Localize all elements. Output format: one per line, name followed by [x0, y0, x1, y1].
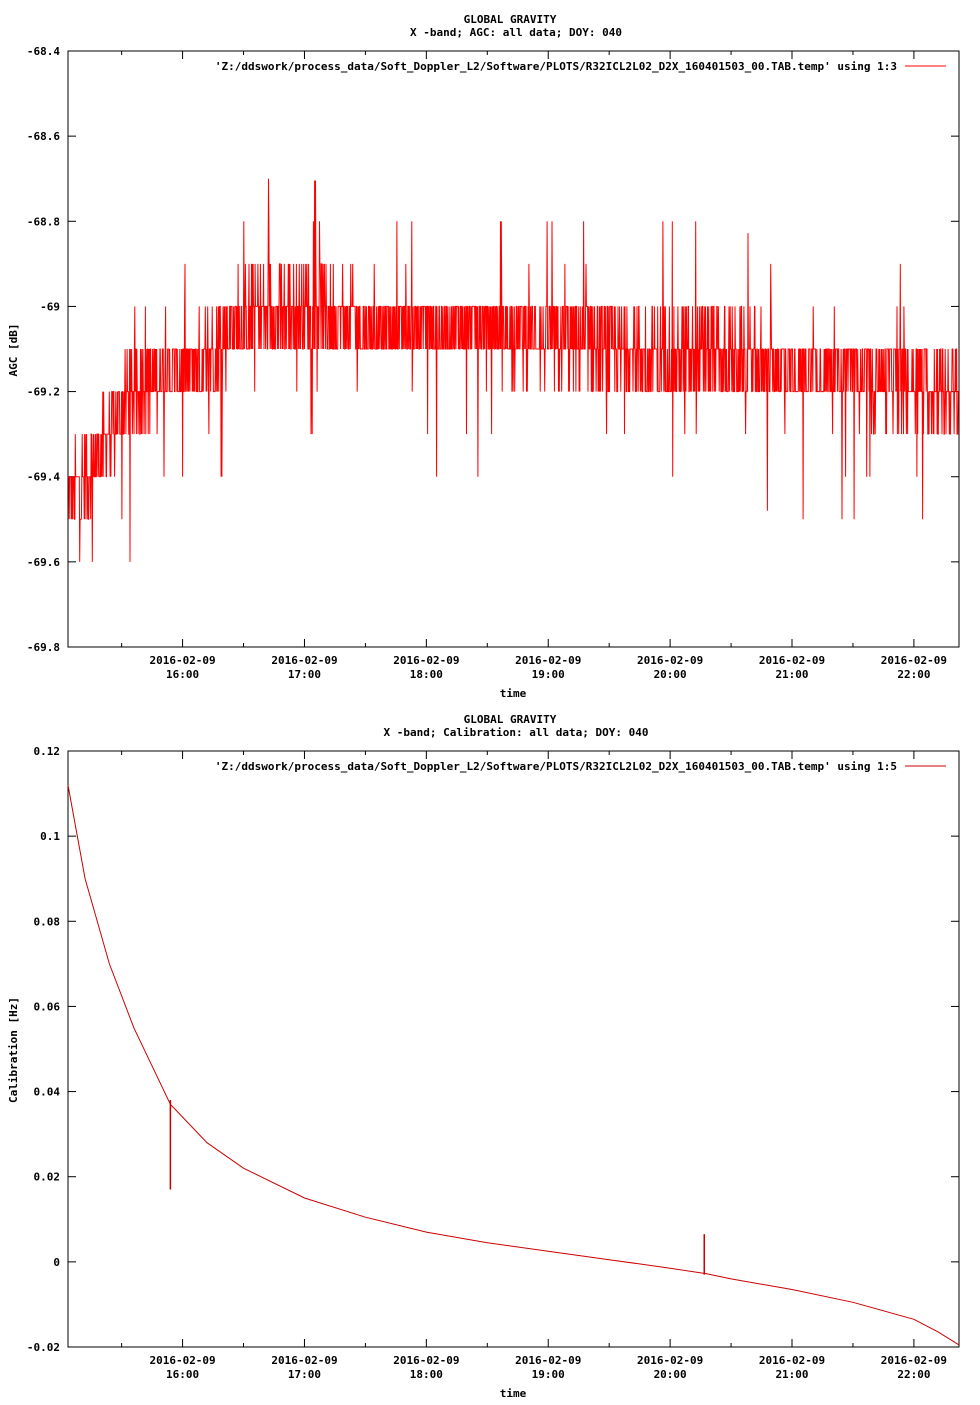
chart-subtitle: X -band; Calibration: all data; DOY: 040 [384, 726, 649, 739]
x-tick-label-time: 19:00 [532, 668, 565, 681]
y-axis-label: Calibration [Hz] [7, 997, 20, 1103]
calibration-trace [67, 785, 960, 1346]
x-tick-label-date: 2016-02-09 [271, 654, 337, 667]
x-tick-label-date: 2016-02-09 [759, 654, 825, 667]
x-tick-label-date: 2016-02-09 [393, 654, 459, 667]
x-tick-label-date: 2016-02-09 [637, 1354, 703, 1367]
x-tick-label-date: 2016-02-09 [515, 654, 581, 667]
plot-frame [67, 750, 960, 1348]
y-tick-label: -69.8 [27, 641, 60, 654]
x-tick-label-time: 20:00 [654, 1368, 687, 1381]
legend-label: 'Z:/ddswork/process_data/Soft_Doppler_L2… [215, 60, 897, 73]
x-tick-label-time: 18:00 [410, 668, 443, 681]
agc-trace [68, 178, 959, 562]
y-tick-label: -69 [40, 300, 60, 313]
x-tick-label-time: 22:00 [897, 668, 930, 681]
x-tick-label-date: 2016-02-09 [149, 1354, 215, 1367]
y-tick-label: 0 [53, 1256, 60, 1269]
y-tick-label: 0.1 [40, 830, 60, 843]
x-tick-label-time: 22:00 [897, 1368, 930, 1381]
y-tick-label: -68.4 [27, 45, 60, 58]
x-tick-label-date: 2016-02-09 [393, 1354, 459, 1367]
y-tick-label: -69.6 [27, 556, 60, 569]
agc-chart-svg: GLOBAL GRAVITY X -band; AGC: all data; D… [7, 13, 960, 700]
x-tick-label-time: 21:00 [775, 1368, 808, 1381]
y-tick-label: -68.8 [27, 215, 60, 228]
chart-title: GLOBAL GRAVITY [464, 13, 557, 26]
series-line [67, 785, 960, 1346]
x-tick-label-date: 2016-02-09 [515, 1354, 581, 1367]
x-tick-label-time: 17:00 [288, 1368, 321, 1381]
x-axis-label: time [500, 1387, 527, 1400]
y-axis-label: AGC [dB] [7, 324, 20, 377]
x-tick-label-date: 2016-02-09 [149, 654, 215, 667]
x-tick-label-time: 17:00 [288, 668, 321, 681]
calibration-chart-svg: GLOBAL GRAVITY X -band; Calibration: all… [7, 713, 960, 1400]
x-tick-label-time: 19:00 [532, 1368, 565, 1381]
y-tick-label: 0.04 [34, 1086, 61, 1099]
x-tick-label-time: 18:00 [410, 1368, 443, 1381]
x-tick-label-date: 2016-02-09 [881, 654, 947, 667]
y-tick-label: 0.06 [34, 1000, 61, 1013]
plot-frame [67, 50, 960, 648]
x-tick-label-date: 2016-02-09 [637, 654, 703, 667]
y-tick-label: -68.6 [27, 130, 60, 143]
y-tick-label: 0.02 [34, 1171, 61, 1184]
y-tick-label: -69.4 [27, 471, 60, 484]
x-tick-label-time: 16:00 [166, 668, 199, 681]
chart-subtitle: X -band; AGC: all data; DOY: 040 [410, 26, 622, 39]
y-tick-label: 0.12 [34, 745, 61, 758]
chart-title: GLOBAL GRAVITY [464, 713, 557, 726]
x-axis-label: time [500, 687, 527, 700]
x-tick-label-time: 21:00 [775, 668, 808, 681]
x-tick-label-date: 2016-02-09 [881, 1354, 947, 1367]
x-tick-label-date: 2016-02-09 [759, 1354, 825, 1367]
calibration-chart: GLOBAL GRAVITY X -band; Calibration: all… [0, 700, 980, 1400]
agc-chart: GLOBAL GRAVITY X -band; AGC: all data; D… [0, 0, 980, 700]
x-tick-label-time: 16:00 [166, 1368, 199, 1381]
y-tick-label: -0.02 [27, 1341, 60, 1354]
y-tick-label: 0.08 [34, 915, 61, 928]
x-tick-label-date: 2016-02-09 [271, 1354, 337, 1367]
x-tick-label-time: 20:00 [654, 668, 687, 681]
series-line [68, 178, 959, 562]
y-tick-label: -69.2 [27, 386, 60, 399]
legend-label: 'Z:/ddswork/process_data/Soft_Doppler_L2… [215, 760, 897, 773]
